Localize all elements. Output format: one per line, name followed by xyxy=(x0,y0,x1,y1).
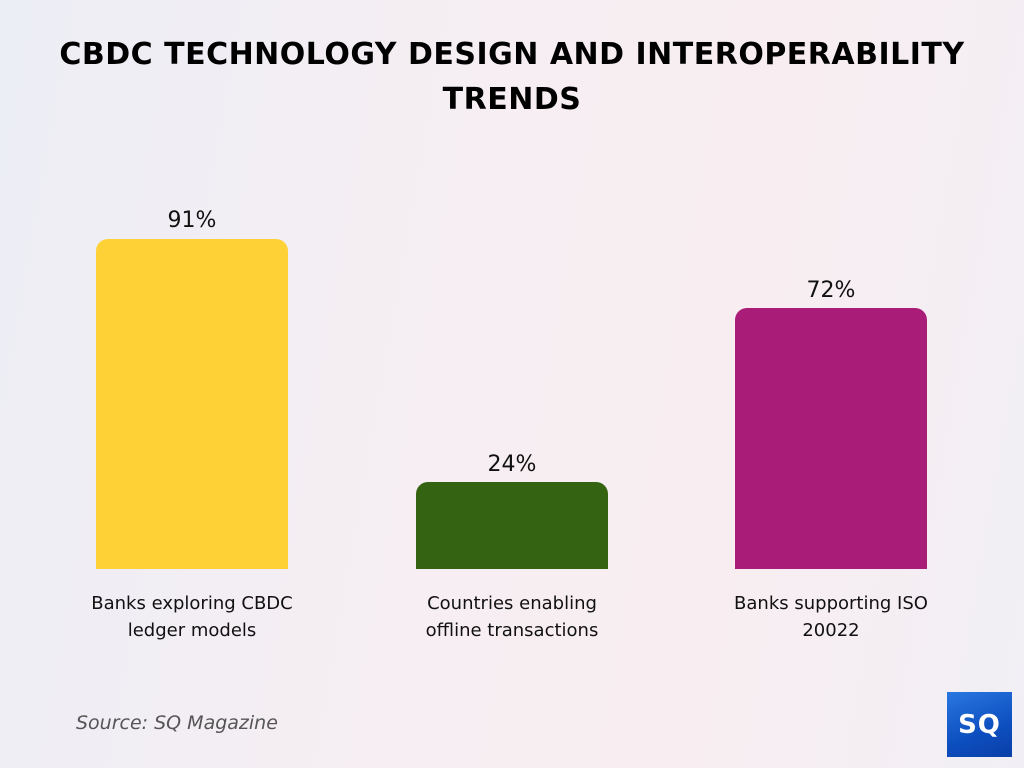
chart-title: CBDC TECHNOLOGY DESIGN AND INTEROPERABIL… xyxy=(59,37,965,117)
bar-countries-offline xyxy=(416,482,608,569)
bar-banks-exploring-cbdc xyxy=(96,239,288,569)
sq-logo: SQ xyxy=(947,692,1012,757)
category-label: Banks supporting ISO 20022 xyxy=(734,593,928,641)
bar-value-label: 72% xyxy=(806,278,856,303)
source-caption: Source: SQ Magazine xyxy=(76,712,278,734)
bar-value-label: 91% xyxy=(167,208,217,233)
bar-value-label: 24% xyxy=(487,452,537,477)
bar-banks-iso20022 xyxy=(735,308,927,569)
category-label: Countries enabling offline transactions xyxy=(425,593,599,641)
category-label: Banks exploring CBDC ledger models xyxy=(91,593,293,641)
